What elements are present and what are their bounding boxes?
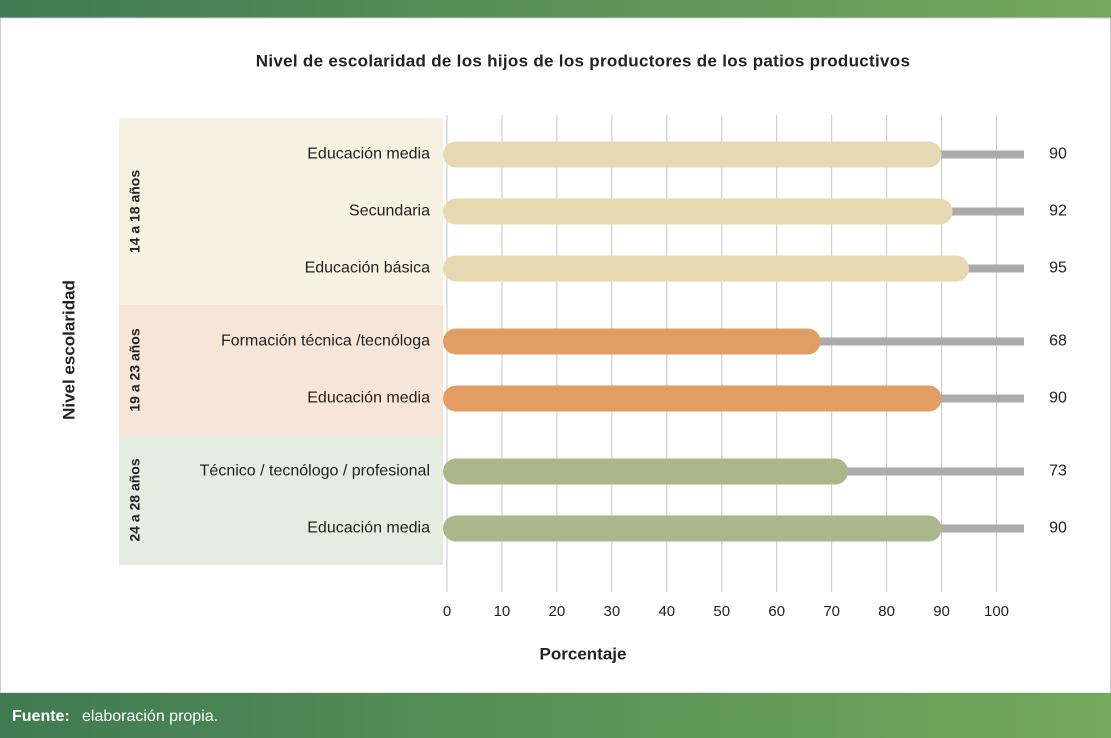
bar bbox=[443, 385, 942, 412]
category-label: Secundaria bbox=[349, 203, 430, 220]
x-tick-label: 0 bbox=[443, 603, 451, 620]
group-band bbox=[119, 118, 443, 305]
bar bbox=[443, 515, 942, 542]
header-bar bbox=[0, 0, 1111, 18]
x-tick-label: 40 bbox=[658, 603, 675, 620]
value-label: 95 bbox=[1049, 260, 1067, 277]
value-label: 90 bbox=[1049, 146, 1067, 163]
x-tick-label: 100 bbox=[984, 603, 1009, 620]
x-tick-label: 30 bbox=[604, 603, 621, 620]
group-band bbox=[119, 435, 443, 565]
bar bbox=[443, 141, 942, 168]
y-axis-label: Nivel escolaridad bbox=[59, 280, 78, 420]
chart-title: Nivel de escolaridad de los hijos de los… bbox=[256, 51, 910, 70]
category-label: Educación media bbox=[307, 390, 430, 407]
category-label: Técnico / tecnólogo / profesional bbox=[200, 463, 430, 480]
x-tick-label: 90 bbox=[933, 603, 950, 620]
bar bbox=[443, 458, 849, 485]
bar bbox=[443, 255, 970, 282]
value-label: 68 bbox=[1049, 333, 1067, 350]
bar bbox=[443, 198, 953, 225]
value-label: 92 bbox=[1049, 203, 1067, 220]
category-label: Educación media bbox=[307, 520, 430, 537]
x-tick-label: 70 bbox=[823, 603, 840, 620]
group-band bbox=[119, 305, 443, 435]
group-label: 19 a 23 años bbox=[127, 328, 143, 411]
value-label: 73 bbox=[1049, 463, 1067, 480]
value-label: 90 bbox=[1049, 390, 1067, 407]
x-tick-label: 10 bbox=[494, 603, 511, 620]
footer-label: Fuente: bbox=[12, 708, 70, 725]
value-label: 90 bbox=[1049, 520, 1067, 537]
x-tick-label: 60 bbox=[768, 603, 785, 620]
footer-text: elaboración propia. bbox=[82, 708, 218, 725]
footer-bar bbox=[0, 693, 1111, 738]
group-label: 14 a 18 años bbox=[127, 170, 143, 253]
category-label: Educación media bbox=[307, 146, 430, 163]
category-label: Formación técnica /tecnóloga bbox=[221, 333, 430, 350]
category-label: Educación básica bbox=[305, 260, 431, 277]
x-axis-label: Porcentaje bbox=[540, 644, 627, 663]
x-tick-label: 20 bbox=[549, 603, 566, 620]
x-tick-label: 50 bbox=[713, 603, 730, 620]
x-tick-label: 80 bbox=[878, 603, 895, 620]
bar bbox=[443, 328, 821, 355]
group-label: 24 a 28 años bbox=[127, 458, 143, 541]
